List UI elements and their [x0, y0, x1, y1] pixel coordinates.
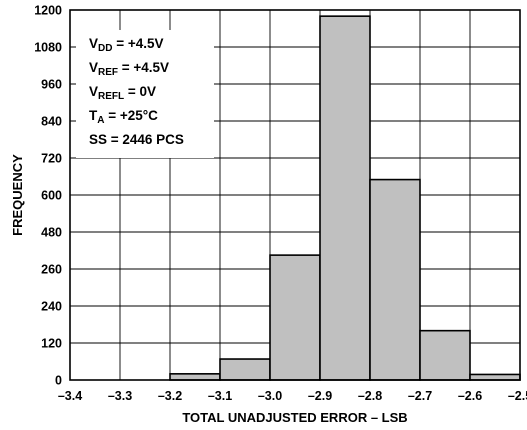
annotation-line: TA = +25°C	[89, 108, 158, 126]
y-tick-label: 480	[41, 226, 62, 240]
x-tick-label: –3.1	[208, 389, 232, 403]
x-tick-label: –2.9	[308, 389, 332, 403]
y-tick-label: 120	[41, 337, 62, 351]
x-tick-label: –3.4	[58, 389, 82, 403]
y-tick-labels: 0 120 240 260 480 600 720 840 960 1080 1200	[34, 4, 62, 388]
x-tick-label: –3.3	[108, 389, 132, 403]
y-tick-label: 1080	[34, 41, 62, 55]
y-tick-label: 1200	[34, 4, 62, 18]
histogram-bar	[169, 373, 221, 381]
y-tick-label: 240	[41, 300, 62, 314]
y-tick-label: 960	[41, 78, 62, 92]
histogram-bar	[469, 373, 521, 381]
histogram-bar	[369, 178, 421, 381]
x-axis-title: TOTAL UNADJUSTED ERROR – LSB	[182, 410, 407, 425]
annotation-text: VDD = +4.5V VREF = +4.5V VREFL = 0V TA = +2…	[89, 36, 184, 147]
annotation-line: VREF = +4.5V	[89, 60, 169, 78]
annotation-line: VREFL = 0V	[89, 84, 156, 102]
x-tick-label: –3.0	[258, 389, 282, 403]
x-tick-label: –3.2	[158, 389, 182, 403]
y-tick-label: 600	[41, 189, 62, 203]
annotation-line: SS = 2446 PCS	[89, 132, 184, 147]
histogram-bar	[419, 329, 471, 381]
histogram-bar	[269, 254, 321, 381]
histogram-bar	[219, 358, 271, 381]
annotation-box	[76, 30, 214, 158]
x-tick-label: –2.6	[458, 389, 482, 403]
histogram-bars	[169, 15, 521, 381]
y-tick-label: 260	[41, 263, 62, 277]
x-tick-labels: –3.4 –3.3 –3.2 –3.1 –3.0 –2.9 –2.8 –2.7 –2.6 –2.5	[58, 389, 527, 403]
y-tick-label: 840	[41, 115, 62, 129]
x-tick-label: –2.8	[358, 389, 382, 403]
y-tick-label: 0	[55, 374, 62, 388]
plot-frame	[69, 9, 521, 381]
y-tick-label: 720	[41, 152, 62, 166]
x-tick-label: –2.5	[508, 389, 527, 403]
x-tick-label: –2.7	[408, 389, 432, 403]
annotation-line: VDD = +4.5V	[89, 36, 164, 54]
histogram-bar	[319, 15, 371, 381]
y-axis-title: FREQUENCY	[10, 154, 25, 236]
